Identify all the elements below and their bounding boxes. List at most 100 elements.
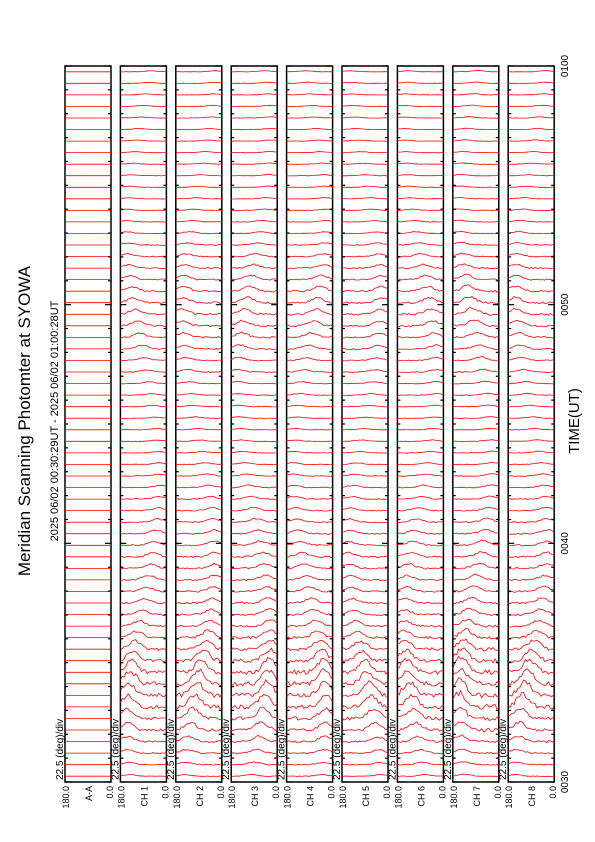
y-tick-label: 0.0 (105, 786, 115, 799)
y-tick-label: 0.0 (437, 786, 447, 799)
trace-line (397, 620, 444, 628)
trace-line (231, 647, 278, 663)
trace-line (397, 450, 444, 454)
trace-line (175, 574, 223, 582)
trace-line (452, 319, 499, 328)
trace-line (397, 496, 444, 500)
trace-line (452, 263, 499, 270)
scale-label: 22.5 (deg)/div (498, 719, 509, 780)
trace-line (397, 735, 444, 743)
trace-line (286, 151, 333, 154)
trace-line (120, 320, 167, 328)
channel-label: CH 4 (306, 786, 316, 807)
trace-line (175, 231, 222, 235)
trace-line (120, 151, 167, 154)
trace-line (508, 219, 555, 223)
trace-line (120, 552, 167, 558)
trace-line (508, 517, 555, 524)
trace-line (286, 242, 333, 246)
trace-line (120, 749, 167, 755)
trace-line (286, 185, 333, 188)
trace-line (120, 707, 167, 721)
trace-line (452, 596, 499, 605)
trace-line (231, 773, 278, 777)
trace-line (175, 70, 222, 73)
trace-line (452, 473, 499, 477)
trace-line (175, 404, 222, 408)
trace-line (120, 220, 167, 223)
trace-line (286, 231, 333, 235)
trace-line (508, 331, 555, 339)
trace-line (508, 416, 555, 419)
trace-line (341, 640, 389, 651)
trace-line (452, 116, 499, 119)
trace-line (175, 749, 222, 755)
trace-line (341, 82, 388, 84)
trace-line (341, 344, 389, 350)
trace-line (452, 368, 499, 373)
trace-line (341, 285, 389, 293)
trace-line (452, 677, 499, 699)
trace-line (120, 263, 167, 270)
trace-line (342, 116, 389, 119)
trace-line (452, 706, 500, 721)
trace-line (452, 162, 499, 165)
trace-line (286, 208, 333, 212)
trace-line (286, 70, 333, 73)
trace-line (120, 369, 167, 373)
x-tick-label: 0100 (560, 54, 571, 77)
trace-line (231, 274, 278, 281)
trace-line (397, 308, 444, 316)
trace-line (452, 647, 499, 664)
trace-line (286, 368, 333, 373)
trace-line (397, 185, 444, 188)
trace-line (452, 208, 499, 211)
trace-line (286, 104, 333, 107)
trace-line (175, 586, 223, 593)
trace-line (397, 274, 444, 281)
trace-line (397, 670, 444, 687)
trace-line (452, 219, 499, 223)
panel-frame (507, 65, 555, 783)
trace-line (286, 735, 333, 743)
trace-line (231, 116, 278, 119)
trace-line (341, 320, 389, 327)
trace-line (175, 174, 222, 177)
trace-line (397, 116, 444, 119)
trace-line (508, 473, 555, 477)
trace-line (452, 295, 500, 305)
trace-line (341, 369, 389, 373)
trace-line (120, 650, 167, 663)
trace-line (341, 529, 389, 535)
trace-line (397, 428, 444, 431)
scale-label: 22.5 (deg)/div (443, 719, 454, 780)
trace-line (397, 721, 444, 732)
trace-line (286, 495, 333, 500)
trace-line (231, 197, 278, 200)
trace-line (175, 297, 222, 304)
trace-line (452, 355, 499, 362)
trace-line (452, 638, 499, 652)
channel-label: CH 3 (250, 786, 260, 807)
trace-line (175, 320, 222, 328)
trace-line (508, 307, 555, 316)
trace-line (175, 416, 222, 419)
trace-line (452, 139, 499, 142)
trace-line (452, 585, 499, 593)
trace-line (452, 151, 499, 154)
trace-line (120, 484, 167, 489)
trace-line (286, 748, 333, 755)
panel-frame (64, 65, 112, 783)
channel-label: CH 8 (527, 786, 537, 807)
trace-line (508, 551, 555, 559)
trace-line (341, 540, 389, 547)
channel-label: CH 7 (472, 786, 482, 807)
trace-line (231, 693, 278, 710)
trace-line (397, 529, 444, 535)
trace-line (341, 416, 388, 419)
trace-line (452, 416, 499, 419)
trace-line (286, 197, 333, 200)
trace-line (507, 597, 555, 605)
trace-line (175, 619, 222, 628)
